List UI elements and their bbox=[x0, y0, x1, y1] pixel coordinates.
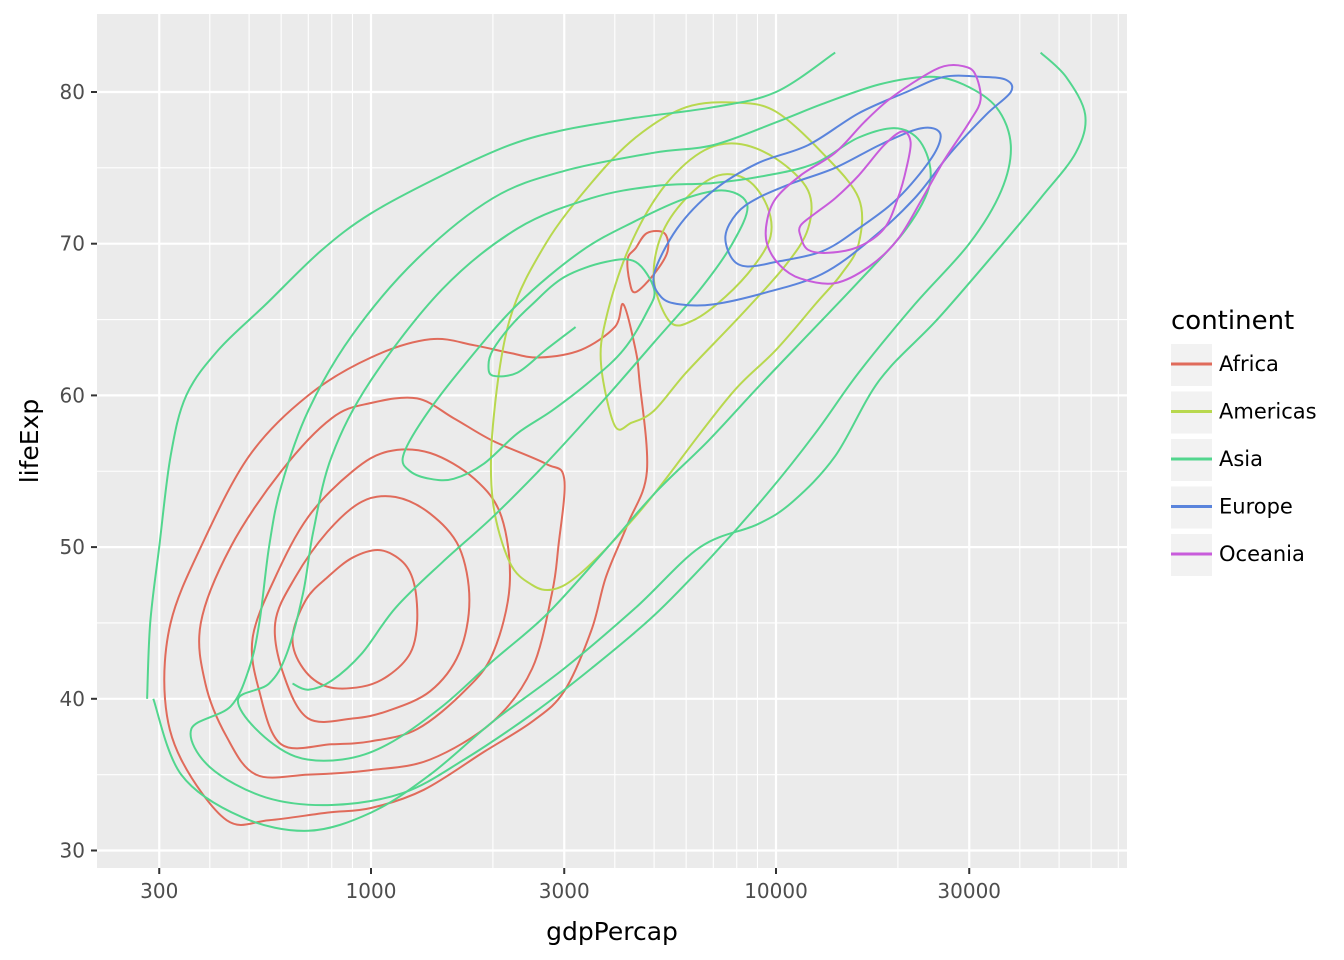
y-axis-title: lifeExp bbox=[15, 399, 44, 484]
plot-panel bbox=[97, 14, 1127, 868]
grid-minor bbox=[97, 14, 1127, 868]
legend-item-americas: Americas bbox=[1171, 391, 1317, 434]
y-tick-label: 50 bbox=[60, 535, 85, 559]
legend-label: Europe bbox=[1219, 495, 1293, 519]
x-tick-label: 10000 bbox=[744, 879, 808, 903]
legend-label: Asia bbox=[1219, 447, 1263, 471]
y-tick-label: 40 bbox=[60, 687, 85, 711]
y-tick-label: 30 bbox=[60, 839, 85, 863]
legend-item-africa: Africa bbox=[1171, 344, 1279, 386]
x-axis-title: gdpPercap bbox=[546, 917, 678, 946]
x-axis: 300 1000 3000 10000 30000 bbox=[140, 868, 1001, 903]
contour-europe bbox=[652, 74, 1014, 307]
contour-asia bbox=[146, 51, 1087, 832]
x-tick-label: 300 bbox=[140, 879, 178, 903]
x-tick-label: 1000 bbox=[346, 879, 397, 903]
x-tick-label: 30000 bbox=[937, 879, 1001, 903]
contour-oceania bbox=[764, 64, 982, 285]
y-tick-label: 80 bbox=[60, 80, 85, 104]
legend: continent Africa Americas Asia Europe Oceani… bbox=[1171, 306, 1317, 576]
legend-title: continent bbox=[1171, 306, 1294, 336]
y-axis: 30 40 50 60 70 80 bbox=[60, 80, 97, 863]
legend-item-oceania: Oceania bbox=[1171, 534, 1305, 576]
contour-lines bbox=[146, 51, 1087, 832]
legend-label: Africa bbox=[1219, 352, 1279, 376]
x-tick-label: 3000 bbox=[539, 879, 590, 903]
legend-item-europe: Europe bbox=[1171, 486, 1293, 529]
y-tick-label: 70 bbox=[60, 232, 85, 256]
legend-label: Oceania bbox=[1219, 542, 1305, 566]
y-tick-label: 60 bbox=[60, 383, 85, 407]
legend-item-asia: Asia bbox=[1171, 439, 1263, 481]
legend-label: Americas bbox=[1219, 400, 1317, 424]
